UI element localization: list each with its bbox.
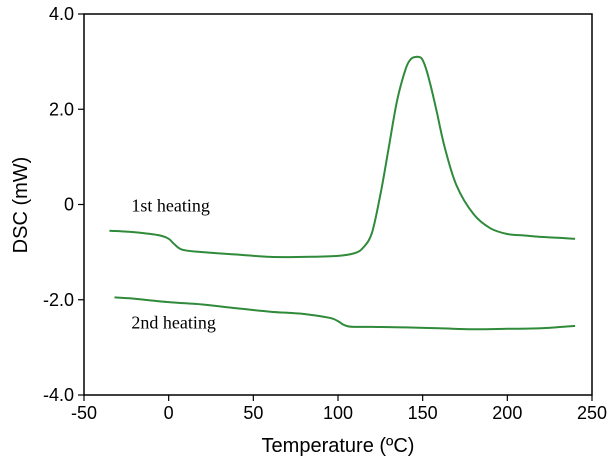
annotations: 1st heating 2nd heating — [131, 196, 215, 333]
series-annotation: 1st heating — [131, 196, 210, 216]
series-annotation: 2nd heating — [131, 312, 215, 332]
series-line-2 — [114, 296, 576, 331]
y-tick-label: -4.0 — [43, 385, 74, 405]
x-tick-label: 250 — [577, 403, 607, 423]
tick-labels: -50 0 50 100 150 200 250 4.0 2.0 0 -2.0 -4.0 — [43, 4, 607, 423]
x-axis-title: Temperature (ºC) — [262, 435, 415, 457]
series-lines — [109, 55, 576, 331]
x-tick-label: 0 — [164, 403, 174, 423]
x-tick-label: 50 — [243, 403, 263, 423]
y-tick-label: 0 — [64, 195, 74, 215]
y-tick-label: -2.0 — [43, 290, 74, 310]
y-tick-label: 4.0 — [49, 4, 74, 24]
x-tick-label: 150 — [408, 403, 438, 423]
y-tick-label: 2.0 — [49, 99, 74, 119]
x-tick-label: 100 — [323, 403, 353, 423]
x-tick-label: 200 — [492, 403, 522, 423]
axis-ticks — [78, 13, 593, 401]
x-tick-label: -50 — [71, 403, 97, 423]
series-line-1 — [109, 55, 576, 259]
y-axis-title: DSC (mW) — [10, 157, 32, 254]
